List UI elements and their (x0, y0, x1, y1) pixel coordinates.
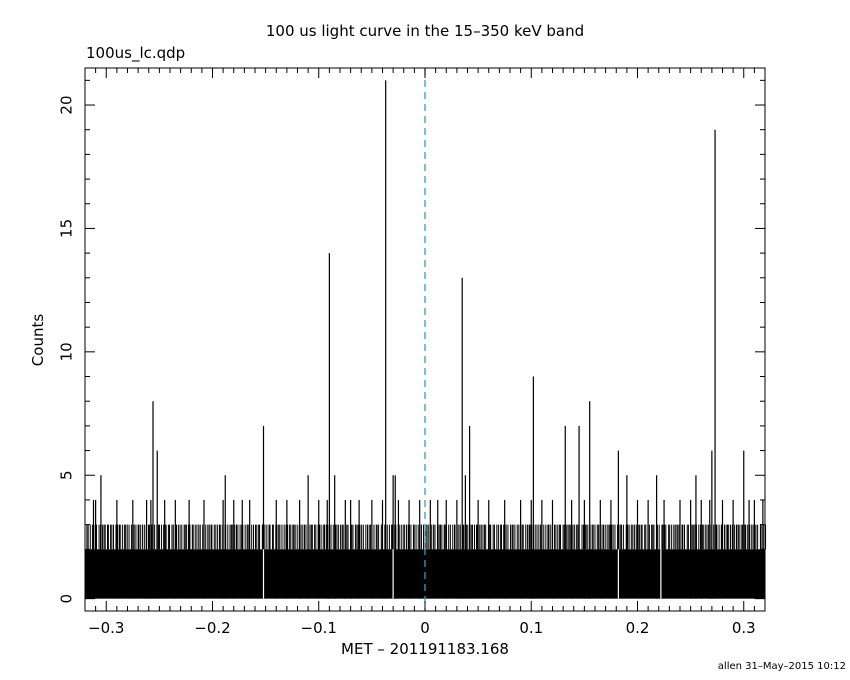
y-tick-label: 10 (58, 342, 76, 361)
file-name-label: 100us_lc.qdp (86, 44, 186, 62)
y-tick-label: 0 (58, 594, 76, 604)
x-tick-label: 0 (420, 619, 430, 637)
chart-title: 100 us light curve in the 15–350 keV ban… (265, 22, 585, 40)
footer-stamp: allen 31–May–2015 10:12 (717, 661, 846, 672)
y-tick-label: 20 (58, 95, 76, 114)
y-tick-label: 5 (58, 470, 76, 480)
x-tick-label: 0.3 (732, 619, 756, 637)
y-tick-label: 15 (58, 219, 76, 238)
x-tick-label: −0.1 (301, 619, 337, 637)
x-tick-label: −0.3 (88, 619, 124, 637)
axes-layer: −0.3 −0.2 −0.1 0 0.1 0.2 0.3 0 5 10 15 20 (58, 67, 766, 637)
x-tick-label: 0.2 (626, 619, 650, 637)
x-tick-label: 0.1 (519, 619, 543, 637)
data-layer (85, 80, 767, 599)
x-tick-label: −0.2 (194, 619, 230, 637)
x-axis-label: MET – 201191183.168 (341, 640, 509, 658)
